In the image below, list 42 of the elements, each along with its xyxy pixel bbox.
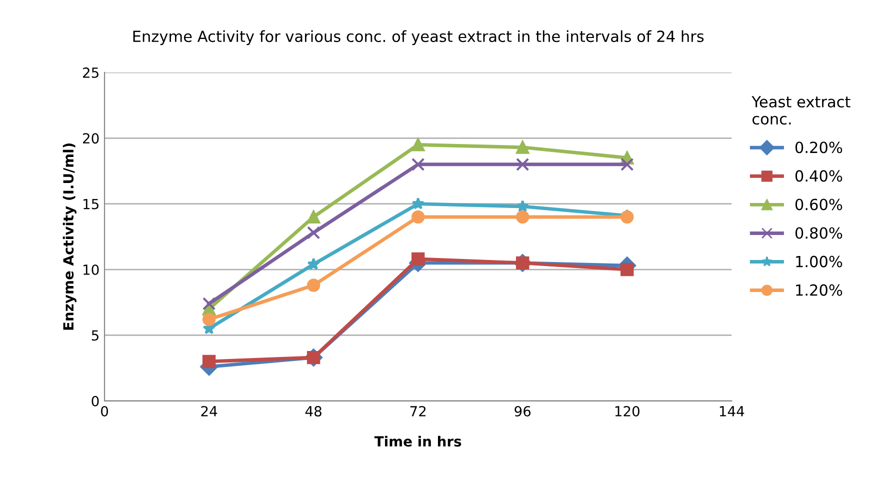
y-tick-label: 25	[83, 67, 98, 78]
point	[620, 158, 634, 172]
x-tick-label: 120	[615, 406, 640, 416]
point	[306, 278, 320, 292]
x-tick-label: 24	[201, 406, 218, 416]
chart-title: Enzyme Activity for various conc. of yeast extract in the intervals of 24 hrs	[133, 30, 704, 46]
point	[306, 210, 320, 224]
point	[412, 197, 424, 210]
y-tick-label: 20	[83, 133, 99, 144]
y-tick-label: 0	[92, 396, 99, 406]
point	[306, 226, 320, 240]
point	[202, 354, 216, 368]
legend-label: 0.60%	[795, 198, 842, 210]
point	[516, 140, 530, 154]
point	[202, 312, 216, 326]
y-tick-label: 5	[92, 330, 98, 341]
x-tick-label: 48	[305, 406, 322, 416]
point	[620, 262, 634, 276]
legend-label: 1.00%	[796, 256, 842, 268]
x-axis-title: Time in hrs	[374, 436, 462, 447]
x-tick-label: 0	[101, 406, 108, 416]
point	[516, 158, 530, 172]
point	[411, 158, 425, 172]
legend-label: 0.20%	[795, 142, 842, 154]
y-tick-label: 15	[84, 198, 98, 210]
legend-label: 1.20%	[796, 284, 842, 296]
point	[411, 210, 425, 224]
point	[620, 210, 634, 224]
legend-label: 0.40%	[795, 170, 842, 182]
point	[516, 200, 529, 212]
legend-title: Yeast extract conc.	[752, 96, 850, 125]
y-axis-title: Enzyme Activity (I.U/ml)	[62, 144, 76, 330]
x-tick-label: 72	[410, 406, 426, 416]
point	[411, 138, 425, 152]
point	[307, 258, 320, 270]
point	[411, 252, 425, 266]
x-tick-label: 96	[514, 406, 531, 416]
point	[516, 210, 530, 224]
point	[202, 297, 216, 310]
legend-label: 0.80%	[795, 227, 842, 239]
x-tick-label: 144	[720, 406, 744, 416]
y-tick-label: 10	[84, 264, 99, 275]
